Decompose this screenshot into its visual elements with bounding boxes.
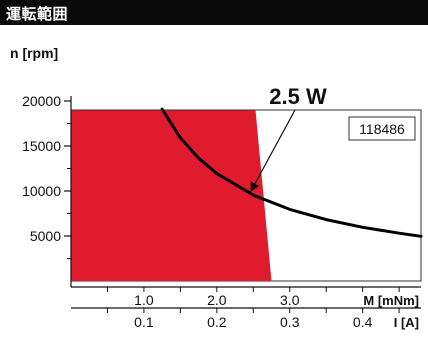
current-tick-label: 0.4 bbox=[353, 314, 373, 330]
annotation-arrow bbox=[250, 109, 296, 193]
y-axis-label: n [rpm] bbox=[10, 45, 59, 61]
header-bar: 運転範囲 bbox=[0, 0, 428, 25]
current-tick-label: 0.2 bbox=[207, 314, 227, 330]
current-tick-label: 0.3 bbox=[280, 314, 300, 330]
power-curve-line bbox=[160, 107, 423, 238]
y-tick-label: 20000 bbox=[22, 93, 61, 109]
y-tick-label: 5000 bbox=[30, 228, 61, 244]
torque-tick-label: 1.0 bbox=[134, 292, 154, 308]
torque-axis-label: M [mNm] bbox=[363, 293, 419, 308]
header-title: 運転範囲 bbox=[6, 6, 69, 23]
power-annotation: 2.5 W bbox=[269, 84, 327, 109]
torque-tick-label: 2.0 bbox=[207, 292, 227, 308]
operating-range-area bbox=[71, 110, 272, 281]
torque-tick-label: 3.0 bbox=[280, 292, 300, 308]
y-tick-label: 15000 bbox=[22, 138, 61, 154]
y-tick-label: 10000 bbox=[22, 183, 61, 199]
current-axis-label: I [A] bbox=[394, 315, 419, 330]
product-id-box bbox=[348, 116, 416, 141]
product-id-label: 118486 bbox=[359, 121, 405, 137]
current-tick-label: 0.1 bbox=[134, 314, 154, 330]
